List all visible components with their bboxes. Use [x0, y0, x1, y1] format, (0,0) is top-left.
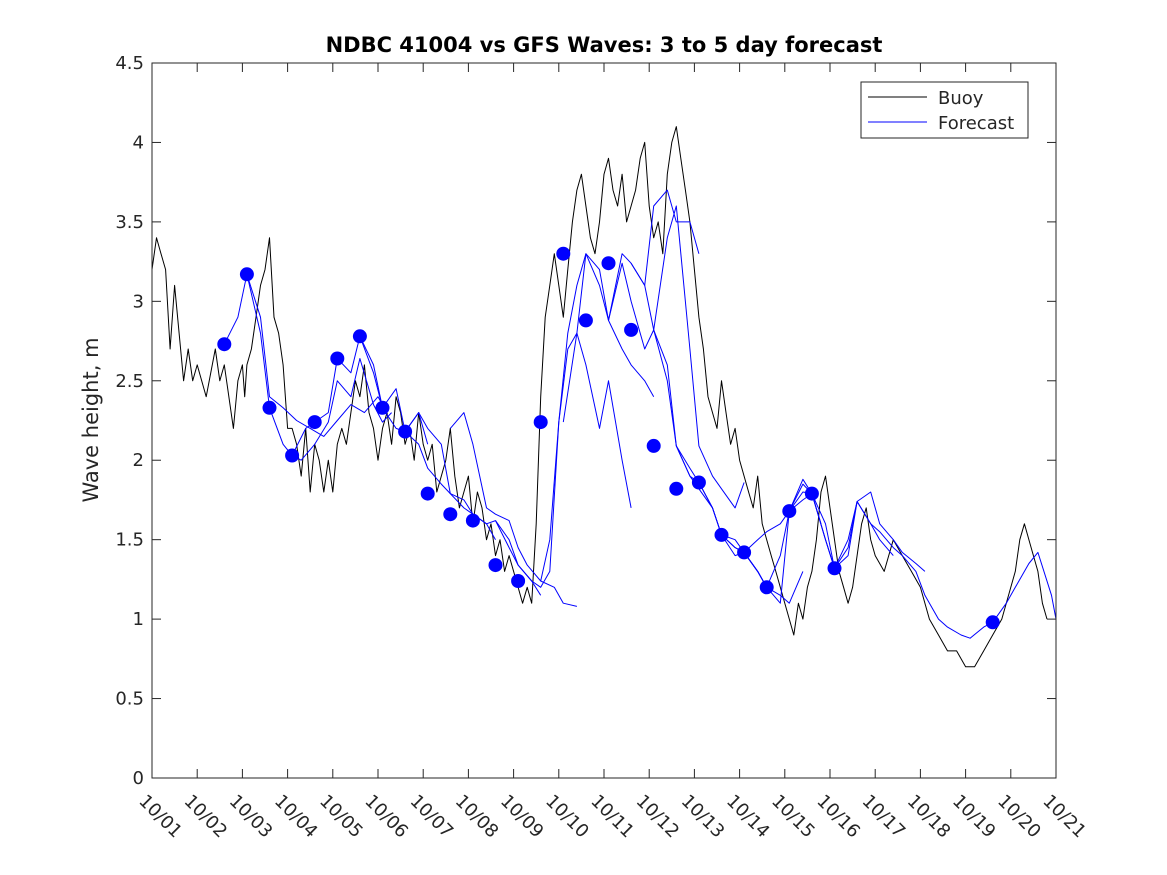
forecast-line: [608, 205, 745, 509]
forecast-markers: [217, 246, 1000, 630]
forecast-line: [856, 501, 993, 639]
forecast-line: [449, 412, 578, 607]
forecast-marker: [759, 580, 774, 595]
y-tick-label: 1.5: [115, 530, 144, 551]
forecast-line: [223, 273, 388, 437]
legend-buoy-label: Buoy: [938, 88, 984, 109]
forecast-marker: [669, 481, 684, 496]
forecast-marker: [782, 504, 797, 519]
forecast-marker: [985, 615, 1000, 630]
forecast-marker: [737, 545, 752, 560]
forecast-line: [540, 253, 655, 582]
forecast-line: [495, 332, 632, 588]
forecast-marker: [398, 424, 413, 439]
forecast-line: [992, 551, 1057, 623]
forecast-marker: [330, 351, 345, 366]
y-tick-label: 0: [133, 768, 144, 789]
forecast-marker: [511, 574, 526, 588]
forecast-marker: [262, 400, 277, 415]
legend-box: [860, 81, 1029, 139]
forecast-marker: [217, 337, 232, 352]
y-tick-label: 0.5: [115, 689, 144, 710]
forecast-marker: [804, 486, 819, 501]
legend-forecast-label: Forecast: [938, 113, 1014, 134]
y-tick-label: 3: [133, 291, 144, 312]
forecast-marker: [601, 256, 616, 271]
forecast-marker: [420, 486, 435, 501]
forecast-marker: [488, 558, 503, 573]
plot-area: [152, 63, 1056, 778]
forecast-marker: [375, 400, 390, 415]
legend: Buoy Forecast: [860, 81, 1029, 139]
forecast-marker: [465, 513, 480, 528]
y-tick-label: 2: [133, 450, 144, 471]
buoy-series: [151, 126, 1048, 668]
y-tick-label: 2.5: [115, 371, 144, 392]
forecast-marker: [624, 322, 639, 337]
forecast-marker: [443, 507, 458, 522]
y-tick-labels: 0 0.5 1 1.5 2 2.5 3 3.5 4 4.5: [115, 53, 144, 789]
forecast-marker: [556, 246, 571, 261]
forecast-marker: [285, 448, 300, 463]
forecast-marker: [578, 313, 593, 328]
y-tick-label: 4: [133, 132, 144, 153]
chart-title: NDBC 41004 vs GFS Waves: 3 to 5 day fore…: [326, 33, 883, 57]
y-axis-label: Wave height, m: [79, 337, 103, 502]
y-tick-label: 4.5: [115, 53, 144, 74]
axes-box: [151, 62, 1057, 779]
forecast-marker: [646, 438, 661, 453]
y-tick-label: 1: [133, 609, 144, 630]
forecast-marker: [827, 561, 842, 576]
forecast-marker: [714, 527, 729, 542]
forecast-marker: [239, 267, 254, 282]
buoy-line: [151, 126, 1048, 668]
forecast-marker: [307, 415, 322, 430]
forecast-marker: [533, 415, 548, 430]
y-tick-label: 3.5: [115, 212, 144, 233]
forecast-marker: [691, 475, 706, 490]
forecast-marker: [352, 329, 367, 344]
